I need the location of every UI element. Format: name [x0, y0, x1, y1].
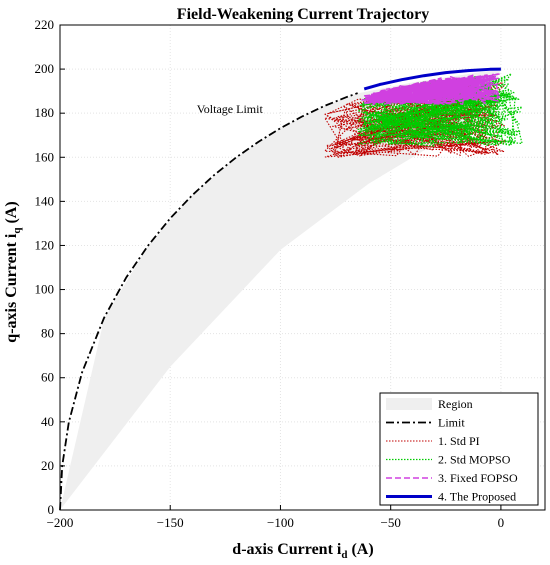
legend-label-3: 2. Std MOPSO	[438, 453, 511, 467]
y-tick-label: 60	[41, 370, 54, 385]
y-tick-label: 120	[35, 237, 55, 252]
y-tick-label: 20	[41, 458, 54, 473]
y-axis-title-unit: (A)	[3, 201, 20, 227]
y-axis-title-main: q-axis Current i	[3, 233, 20, 343]
y-tick-label: 220	[35, 17, 55, 32]
y-tick-label: 140	[35, 193, 55, 208]
chart-title: Field-Weakening Current Trajectory	[177, 6, 429, 23]
y-tick-label: 80	[41, 326, 54, 341]
y-tick-label: 160	[35, 149, 55, 164]
legend-label-4: 3. Fixed FOPSO	[438, 471, 518, 485]
x-axis-title: d-axis Current id (A)	[232, 541, 373, 560]
x-tick-label: −50	[381, 515, 401, 530]
legend-label-1: Limit	[438, 416, 465, 430]
legend-label-0: Region	[438, 397, 473, 411]
legend-swatch-region	[386, 398, 432, 410]
x-axis-title-main: d-axis Current i	[232, 541, 342, 558]
y-axis-title: q-axis Current iq (A)	[3, 201, 23, 342]
y-tick-label: 100	[35, 282, 55, 297]
y-tick-label: 200	[35, 61, 55, 76]
legend-label-5: 4. The Proposed	[438, 490, 516, 504]
x-axis-title-unit: (A)	[347, 541, 373, 558]
y-tick-label: 0	[48, 502, 55, 517]
y-tick-label: 180	[35, 105, 55, 120]
x-tick-label: −200	[47, 515, 74, 530]
annotation-text: Voltage Limit	[197, 102, 264, 116]
x-tick-label: −150	[157, 515, 184, 530]
x-tick-label: 0	[498, 515, 505, 530]
legend-label-2: 1. Std PI	[438, 434, 480, 448]
legend: Region Limit 1. Std PI 2. Std MOPSO 3. Fixed…	[380, 393, 538, 505]
y-tick-label: 40	[41, 414, 54, 429]
x-tick-label: −100	[267, 515, 294, 530]
